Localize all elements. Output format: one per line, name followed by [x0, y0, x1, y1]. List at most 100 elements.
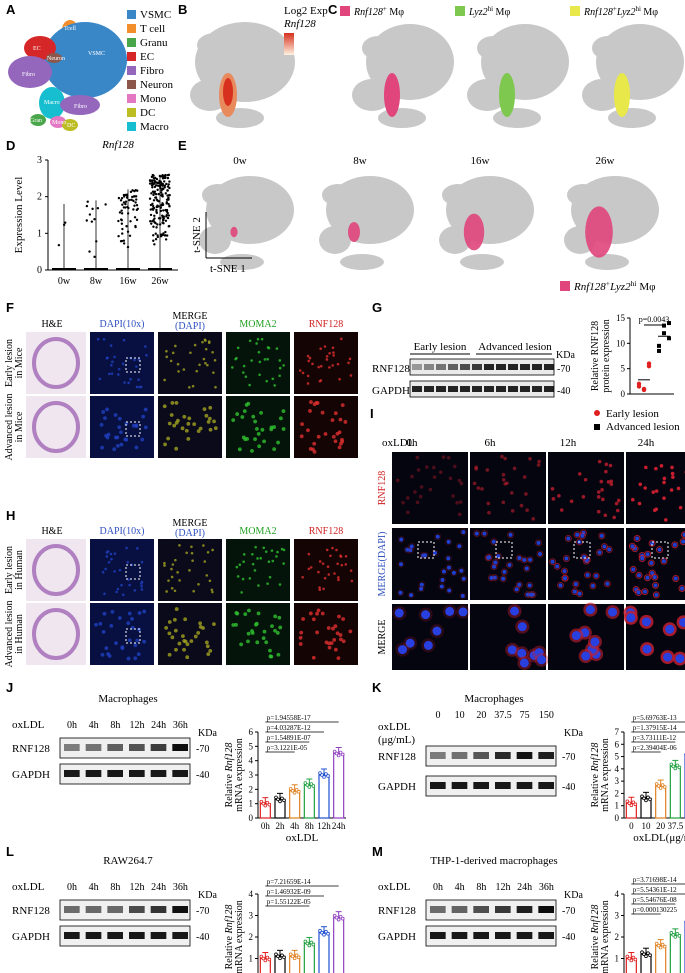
legend-entry: Granu	[140, 37, 168, 49]
signal	[137, 627, 142, 632]
signal	[278, 366, 282, 370]
signal	[507, 531, 515, 539]
data-point	[644, 954, 648, 958]
signal	[118, 568, 122, 572]
data-point	[164, 219, 168, 222]
signal	[599, 479, 604, 484]
signal	[278, 625, 283, 630]
signal	[441, 455, 446, 459]
band	[412, 364, 422, 370]
data-point	[151, 204, 155, 208]
data-point	[151, 186, 154, 189]
signal	[457, 567, 465, 575]
panel-label-e: E	[178, 138, 187, 153]
signal	[500, 568, 508, 576]
panel-label-h: H	[6, 508, 15, 523]
band	[107, 770, 123, 777]
data-point	[282, 955, 286, 960]
p-value: p=5.54361E-12	[633, 886, 677, 894]
data-point	[129, 190, 133, 194]
signal	[113, 435, 118, 440]
timepoint-title: 0w	[233, 155, 247, 167]
lane-label: 8h	[110, 882, 120, 893]
nucleus	[675, 654, 685, 664]
data-point	[153, 243, 156, 246]
time-label: 6h	[485, 437, 497, 449]
kda-label: KDa	[564, 890, 583, 901]
signal	[174, 446, 179, 451]
timepoint-title: 16w	[471, 155, 490, 167]
signal	[491, 558, 499, 566]
nucleus	[519, 658, 529, 668]
label-part: Relative	[224, 934, 235, 970]
data-point	[125, 194, 129, 197]
tsne-cloud	[477, 36, 509, 60]
row-label: RNF128	[377, 471, 388, 505]
signal	[105, 555, 109, 558]
legend-entry: VSMC	[140, 9, 171, 21]
y-tick-label: 4	[249, 756, 254, 766]
signal	[527, 591, 535, 599]
row-label: Early lesion	[4, 339, 15, 387]
signal	[445, 538, 453, 546]
label-part: Mφ	[641, 7, 658, 18]
band	[544, 386, 554, 392]
signal	[241, 371, 245, 374]
nucleus	[633, 546, 638, 551]
y-tick-label: 2	[249, 784, 254, 794]
label-part: Relative	[590, 934, 601, 970]
bar	[303, 942, 315, 973]
data-point	[136, 207, 140, 210]
signal	[164, 625, 169, 630]
data-point	[124, 206, 127, 209]
signal	[551, 497, 556, 501]
lane-label: 75	[520, 710, 530, 721]
signal	[196, 429, 201, 434]
data-point	[148, 197, 152, 200]
nucleus	[597, 550, 602, 555]
signal	[608, 463, 613, 468]
band	[412, 386, 422, 392]
x-tick-label: 8h	[305, 821, 315, 831]
signal	[241, 577, 245, 581]
data-point	[120, 222, 124, 225]
band	[451, 752, 468, 759]
signal	[320, 611, 325, 616]
kda-marker: -70	[562, 752, 575, 763]
label-part: hi	[635, 5, 641, 13]
data-point	[667, 321, 671, 326]
signal	[306, 428, 310, 433]
signal	[165, 355, 169, 359]
nucleus	[537, 655, 547, 665]
treatment-unit: (μg/mL)	[378, 734, 415, 746]
signal	[236, 575, 240, 578]
signal	[253, 569, 257, 572]
data-point	[642, 796, 646, 801]
data-point	[117, 196, 121, 200]
signal	[123, 437, 128, 442]
signal	[343, 420, 348, 424]
data-point	[155, 208, 158, 212]
col-header: DAPI(10x)	[100, 319, 145, 330]
data-point	[261, 956, 266, 961]
data-point	[280, 953, 284, 958]
lane-label: 0	[436, 710, 441, 721]
data-point	[156, 235, 160, 239]
nucleus	[634, 587, 639, 592]
fluorescence-image	[392, 528, 468, 600]
legend-swatch	[127, 10, 136, 19]
group-label: Early lesion	[414, 341, 467, 353]
signal	[176, 362, 180, 366]
signal	[564, 534, 572, 542]
data-point	[318, 928, 322, 933]
data-point	[326, 774, 330, 778]
x-axis-label: oxLDL(μg/mL)	[633, 832, 685, 844]
signal	[501, 472, 506, 477]
signal	[140, 585, 143, 588]
colorbar-gene: Rnf128	[283, 18, 316, 30]
signal	[165, 590, 168, 593]
signal	[202, 544, 205, 547]
y-tick-label: 2	[37, 192, 42, 203]
legend-entry: Advanced lesion	[606, 421, 680, 433]
y-tick-label: 7	[615, 727, 620, 737]
